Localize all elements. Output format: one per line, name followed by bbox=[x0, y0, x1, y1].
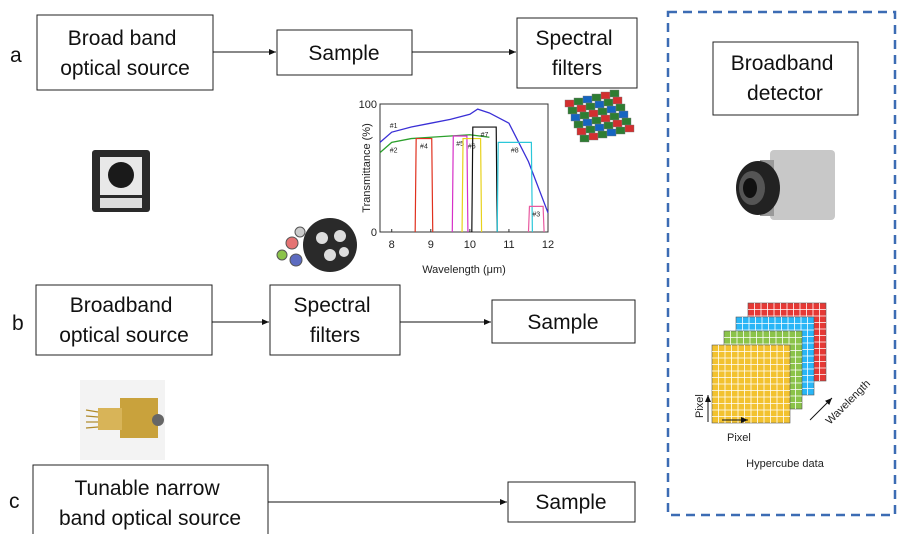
mosaic-cell bbox=[616, 104, 625, 111]
y-tick-label: 100 bbox=[359, 99, 377, 111]
plot-frame bbox=[380, 104, 548, 232]
row-label: b bbox=[12, 312, 24, 335]
filter-label: #6 bbox=[468, 144, 476, 151]
source-device bbox=[92, 150, 150, 212]
row-label: a bbox=[10, 44, 22, 67]
x-axis-title: Wavelength (μm) bbox=[422, 264, 506, 276]
mosaic-cell bbox=[592, 117, 601, 124]
box-label: Sample bbox=[535, 491, 606, 514]
laser-device bbox=[80, 380, 165, 460]
y-tick-label: 0 bbox=[371, 227, 377, 239]
mosaic-cell bbox=[598, 131, 607, 138]
box-label: Sample bbox=[308, 42, 379, 65]
mosaic-cell bbox=[571, 114, 580, 121]
mosaic-cell bbox=[574, 121, 583, 128]
mosaic-cell bbox=[565, 100, 574, 107]
mosaic-cell bbox=[610, 113, 619, 120]
mosaic-cell bbox=[568, 107, 577, 114]
filter-label: #7 bbox=[481, 132, 489, 139]
line: detector bbox=[747, 82, 823, 105]
x-tick-label: 9 bbox=[428, 239, 434, 251]
line: filters bbox=[552, 57, 602, 80]
line: optical source bbox=[59, 324, 189, 347]
axis-label: Pixel bbox=[727, 432, 751, 444]
line: optical source bbox=[60, 57, 190, 80]
mosaic-cell bbox=[601, 115, 610, 122]
mosaic-cell bbox=[604, 122, 613, 129]
filter-mosaic bbox=[565, 90, 634, 142]
mosaic-cell bbox=[583, 96, 592, 103]
y-axis-title: Transmittance (%) bbox=[361, 123, 373, 212]
series-label: #1 bbox=[390, 123, 398, 130]
x-tick-label: 10 bbox=[464, 239, 476, 251]
mosaic-cell bbox=[619, 111, 628, 118]
mosaic-cell bbox=[595, 124, 604, 131]
filter-wheel bbox=[277, 218, 357, 272]
diagram: a Broad band optical source Sample Spect… bbox=[0, 0, 902, 534]
filter-label: #3 bbox=[532, 211, 540, 218]
mosaic-cell bbox=[580, 135, 589, 142]
mosaic-cell bbox=[586, 103, 595, 110]
mosaic-cell bbox=[583, 119, 592, 126]
x-tick-label: 11 bbox=[503, 239, 514, 251]
mosaic-cell bbox=[577, 105, 586, 112]
mosaic-cell bbox=[613, 120, 622, 127]
mosaic-cell bbox=[625, 125, 634, 132]
line: Spectral bbox=[294, 294, 371, 317]
mosaic-cell bbox=[616, 127, 625, 134]
line: filters bbox=[310, 324, 360, 347]
line: band optical source bbox=[59, 507, 241, 530]
hypercube bbox=[712, 303, 826, 423]
axis-label: Wavelength bbox=[824, 378, 873, 427]
mosaic-cell bbox=[613, 97, 622, 104]
line: Tunable narrow bbox=[75, 477, 221, 500]
line: Broad band bbox=[68, 27, 177, 50]
mosaic-cell bbox=[577, 128, 586, 135]
mosaic-cell bbox=[589, 110, 598, 117]
caption: Hypercube data bbox=[746, 458, 825, 470]
line: Broadband bbox=[70, 294, 173, 317]
filter-label: #4 bbox=[420, 144, 428, 151]
mosaic-cell bbox=[592, 94, 601, 101]
mosaic-cell bbox=[589, 133, 598, 140]
mosaic-cell bbox=[598, 108, 607, 115]
inset-chart: Transmittance (%) Wavelength (μm) 8 9 10 11… bbox=[359, 99, 554, 276]
line: Spectral bbox=[536, 27, 613, 50]
mosaic-cell bbox=[595, 101, 604, 108]
series-label: #2 bbox=[390, 147, 398, 154]
mosaic-cell bbox=[604, 99, 613, 106]
mosaic-cell bbox=[601, 92, 610, 99]
line: Broadband bbox=[731, 52, 834, 75]
mosaic-cell bbox=[607, 106, 616, 113]
mosaic-cell bbox=[610, 90, 619, 97]
filter-label: #8 bbox=[511, 147, 519, 154]
row-label: c bbox=[9, 490, 20, 513]
x-tick-label: 8 bbox=[389, 239, 395, 251]
mosaic-cell bbox=[580, 112, 589, 119]
axis-label: Pixel bbox=[694, 394, 706, 418]
camera bbox=[736, 150, 835, 220]
mosaic-cell bbox=[622, 118, 631, 125]
mosaic-cell bbox=[586, 126, 595, 133]
mosaic-cell bbox=[607, 129, 616, 136]
mosaic-cell bbox=[574, 98, 583, 105]
box-label: Sample bbox=[527, 311, 598, 334]
x-tick-label: 12 bbox=[542, 239, 554, 251]
